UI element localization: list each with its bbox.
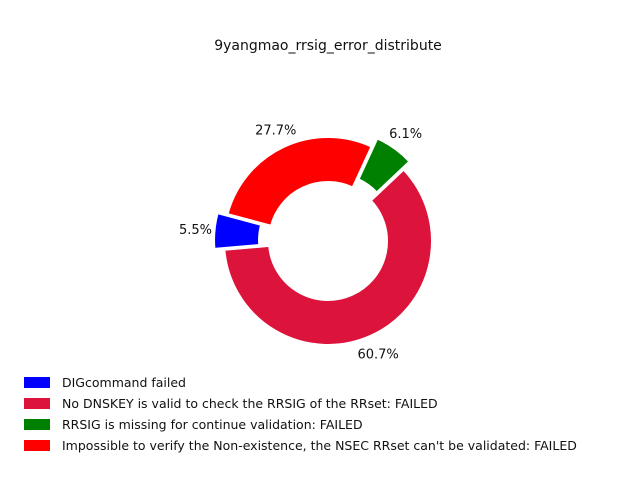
- legend-swatch: [24, 398, 50, 409]
- legend-label: Impossible to verify the Non-existence, …: [62, 438, 577, 453]
- slice-percent-label: 5.5%: [179, 223, 212, 238]
- legend-swatch: [24, 440, 50, 451]
- pie-slice: [223, 168, 433, 346]
- slice-percent-label: 27.7%: [255, 124, 296, 139]
- legend-label: No DNSKEY is valid to check the RRSIG of…: [62, 396, 438, 411]
- legend-swatch: [24, 377, 50, 388]
- pie-slice: [213, 211, 263, 250]
- chart-title: 9yangmao_rrsig_error_distribute: [214, 38, 442, 54]
- legend-swatch: [24, 419, 50, 430]
- pie-slice: [226, 136, 373, 227]
- legend-label: DIGcommand failed: [62, 375, 186, 390]
- slice-percent-label: 60.7%: [357, 347, 398, 362]
- legend-item: RRSIG is missing for continue validation…: [24, 414, 577, 435]
- slice-labels-group: 5.5% 60.7% 6.1% 27.7%: [179, 124, 422, 363]
- legend-label: RRSIG is missing for continue validation…: [62, 417, 363, 432]
- legend-item: Impossible to verify the Non-existence, …: [24, 435, 577, 456]
- slices-group: [213, 136, 433, 346]
- slice-percent-label: 6.1%: [389, 127, 422, 142]
- legend: DIGcommand failed No DNSKEY is valid to c…: [24, 372, 577, 456]
- legend-item: No DNSKEY is valid to check the RRSIG of…: [24, 393, 577, 414]
- legend-item: DIGcommand failed: [24, 372, 577, 393]
- pie-slice: [357, 137, 411, 194]
